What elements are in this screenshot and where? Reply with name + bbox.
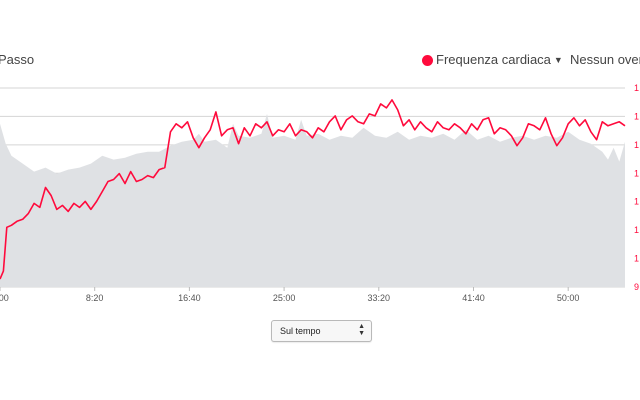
overlay-selector[interactable]: Nessun overl [570, 52, 640, 67]
y-tick-label: 1 [634, 140, 639, 150]
x-mode-select-value: Sul tempo [280, 326, 321, 336]
heart-rate-selector[interactable]: Frequenza cardiaca ▼ [436, 52, 563, 67]
x-tick-label: 33:20 [368, 293, 391, 303]
x-tick-label: 41:40 [462, 293, 485, 303]
y-tick-label: 1 [634, 83, 639, 93]
pace-metric-label[interactable]: Passo [0, 52, 35, 67]
y-axis-right: 1 1 1 1 1 1 1 9 [634, 83, 639, 292]
y-tick-label: 1 [634, 254, 639, 264]
x-tick-label: 0:00 [0, 293, 9, 303]
y-tick-label: 1 [634, 168, 639, 178]
pace-area-series [0, 113, 625, 288]
y-tick-label: 1 [634, 225, 639, 235]
heart-rate-selector-label: Frequenza cardiaca [436, 52, 551, 67]
x-axis: 0:00 8:20 16:40 25:00 33:20 41:40 50:00 [0, 287, 579, 303]
heart-rate-legend-dot [422, 55, 433, 66]
y-tick-label: 1 [634, 197, 639, 207]
x-tick-label: 8:20 [86, 293, 104, 303]
y-tick-label: 9 [634, 282, 639, 292]
caret-down-icon: ▼ [553, 55, 563, 65]
x-mode-select[interactable]: Sul tempo ▲ ▼ [271, 320, 372, 342]
x-tick-label: 25:00 [273, 293, 296, 303]
x-tick-label: 50:00 [557, 293, 580, 303]
heart-rate-line-series [0, 99, 626, 280]
y-tick-label: 1 [634, 111, 639, 121]
x-tick-label: 16:40 [178, 293, 201, 303]
select-arrows-icon: ▲ ▼ [358, 323, 365, 337]
